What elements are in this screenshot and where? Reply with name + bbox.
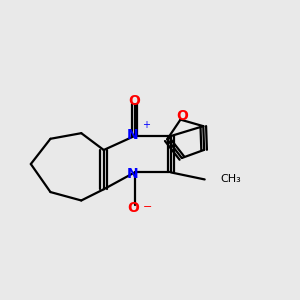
Text: N: N bbox=[127, 128, 138, 142]
Text: O: O bbox=[129, 94, 140, 108]
Text: N: N bbox=[127, 167, 138, 181]
Text: CH₃: CH₃ bbox=[220, 174, 241, 184]
Text: −: − bbox=[142, 202, 152, 212]
Text: +: + bbox=[142, 120, 150, 130]
Text: O: O bbox=[176, 109, 188, 123]
Text: O: O bbox=[127, 201, 139, 215]
